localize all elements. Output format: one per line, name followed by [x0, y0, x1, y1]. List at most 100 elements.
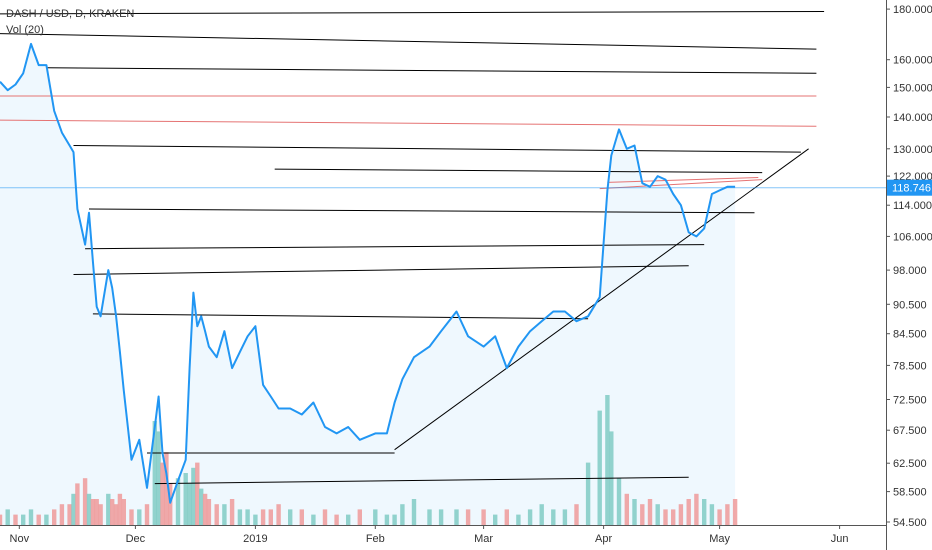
volume-bar: [311, 514, 316, 525]
volume-bar: [268, 509, 273, 525]
volume-bar: [709, 504, 715, 525]
volume-bar: [113, 504, 119, 525]
volume-bar: [276, 504, 281, 525]
volume-bar: [725, 504, 730, 525]
y-tick-label: 72.500: [893, 395, 927, 407]
price-area-fill: [0, 43, 736, 526]
volume-bar: [144, 504, 150, 525]
volume-bar: [156, 431, 161, 525]
y-tick-label: 180.000: [893, 4, 932, 16]
current-price-label: 118.746: [892, 183, 931, 195]
y-tick-label: 150.000: [893, 82, 932, 94]
x-tick-label: Nov: [10, 533, 30, 545]
y-tick-label: 130.000: [893, 144, 932, 156]
volume-bar: [195, 462, 200, 525]
trend-line: [0, 33, 817, 50]
volume-bar: [260, 509, 266, 525]
volume-bar: [21, 514, 26, 525]
volume-bar: [253, 514, 258, 525]
volume-bar: [454, 509, 459, 525]
y-tick-label: 106.000: [893, 231, 932, 243]
volume-bar: [106, 493, 111, 525]
volume-bar: [13, 514, 18, 525]
volume-bar: [655, 504, 660, 525]
trend-line: [92, 313, 589, 320]
chart-legend: DASH / USD, D, KRAKEN Vol (20): [6, 6, 134, 38]
volume-bar: [481, 509, 486, 525]
trend-line: [154, 476, 689, 485]
volume-bar: [732, 499, 738, 525]
volume-bar: [400, 504, 405, 525]
trend-line: [599, 179, 763, 190]
trend-line: [274, 168, 763, 174]
x-tick-label: May: [709, 533, 730, 545]
trend-line: [88, 208, 755, 214]
volume-bar: [71, 493, 76, 525]
volume-bar: [357, 509, 362, 525]
volume-bar: [411, 499, 417, 525]
y-tick-label: 54.500: [893, 517, 927, 529]
x-tick-label: Dec: [126, 533, 146, 545]
trend-line: [0, 119, 817, 127]
volume-bar: [632, 499, 637, 525]
volume-bar: [647, 499, 653, 525]
volume-bar: [288, 509, 293, 525]
y-tick-label: 84.500: [893, 329, 927, 341]
volume-bar: [59, 504, 65, 525]
trend-line: [46, 67, 817, 74]
trend-line: [73, 145, 801, 153]
volume-bar: [574, 504, 579, 525]
volume-bar: [551, 509, 556, 525]
x-tick-label: 2019: [243, 533, 267, 545]
y-tick-label: 67.500: [893, 425, 927, 437]
volume-bar: [346, 514, 351, 525]
volume-bar: [168, 483, 173, 525]
volume-bar: [427, 509, 432, 525]
volume-bar: [86, 493, 92, 525]
volume-bar: [702, 499, 707, 525]
volume-bar: [585, 462, 591, 525]
volume-bar: [465, 509, 471, 525]
y-tick-label: 140.000: [893, 112, 932, 124]
y-tick-label: 78.500: [893, 360, 927, 372]
x-tick-label: Mar: [474, 533, 493, 545]
volume-bar: [183, 473, 188, 525]
volume-bar: [245, 509, 250, 525]
volume-bar: [110, 499, 115, 525]
volume-bar: [222, 504, 227, 525]
volume-bar: [392, 514, 397, 525]
volume-bar: [164, 452, 169, 525]
volume-bar: [36, 514, 41, 525]
volume-bar: [539, 504, 544, 525]
volume-bar: [199, 488, 204, 525]
x-tick-label: Jun: [831, 533, 849, 545]
symbol-title: DASH / USD, D, KRAKEN: [6, 8, 135, 20]
y-tick-label: 114.000: [893, 200, 932, 212]
volume-bar: [516, 514, 521, 525]
volume-bar: [373, 509, 378, 525]
price-line-layer: [0, 42, 736, 504]
volume-bar: [94, 499, 99, 525]
trend-line: [85, 244, 705, 250]
volume-bar: [121, 499, 126, 525]
volume-bar: [202, 493, 208, 525]
volume-bar: [640, 504, 645, 525]
volume-bar: [334, 514, 339, 525]
volume-bar: [322, 509, 328, 525]
volume-bar: [117, 493, 123, 525]
volume-bar: [694, 493, 699, 525]
volume-bar: [384, 514, 390, 525]
volume-indicator-label: Vol (20): [6, 24, 44, 36]
trend-lines-layer: [0, 11, 825, 485]
volume-bar: [175, 478, 181, 525]
volume-bar: [152, 421, 157, 525]
price-line: [0, 42, 736, 504]
volume-bar: [82, 478, 88, 525]
volume-bars-layer: [0, 395, 738, 525]
volume-bar: [237, 509, 243, 525]
volume-bar: [597, 410, 602, 525]
volume-bar: [75, 483, 80, 525]
volume-bar: [0, 514, 3, 525]
